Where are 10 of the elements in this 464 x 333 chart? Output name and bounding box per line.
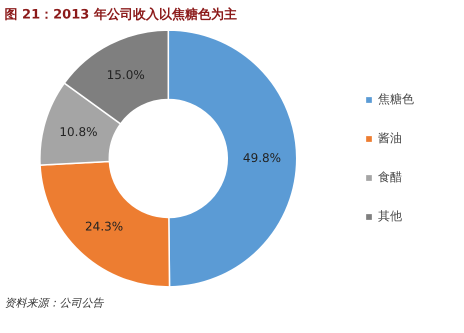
data-label: 49.8%: [242, 151, 282, 166]
chart-title: 图 21：2013 年公司收入以焦糖色为主: [4, 6, 237, 22]
data-label: 15.0%: [106, 68, 145, 82]
legend-label: 酱油: [378, 130, 402, 147]
legend-label: 食醋: [378, 169, 402, 186]
data-label: 10.8%: [59, 124, 98, 139]
text: 资料来源：公司公告: [4, 296, 104, 310]
legend-label: 焦糖色: [378, 91, 414, 108]
data-label: 24.3%: [85, 220, 124, 234]
legend-label: 其他: [378, 208, 402, 225]
